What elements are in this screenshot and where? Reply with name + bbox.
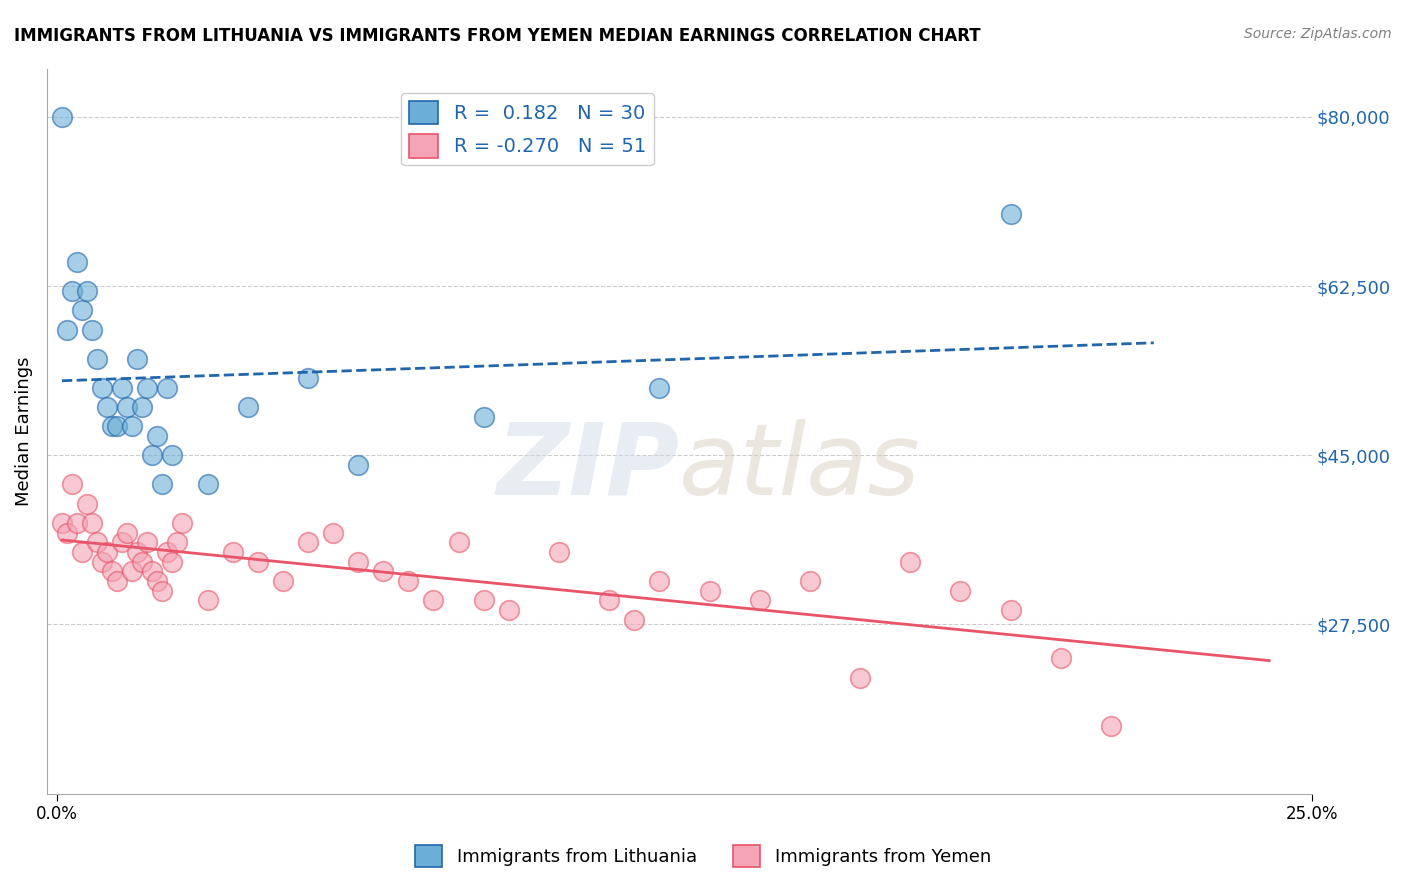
Point	[60, 477, 83, 491]
Point	[548, 545, 571, 559]
Point	[56, 525, 79, 540]
Point	[166, 535, 188, 549]
Point	[422, 593, 444, 607]
Point	[898, 555, 921, 569]
Legend: Immigrants from Lithuania, Immigrants from Yemen: Immigrants from Lithuania, Immigrants fr…	[408, 838, 998, 874]
Point	[111, 381, 134, 395]
Point	[80, 516, 103, 530]
Point	[648, 381, 671, 395]
Point	[60, 284, 83, 298]
Text: Source: ZipAtlas.com: Source: ZipAtlas.com	[1244, 27, 1392, 41]
Point	[96, 545, 118, 559]
Point	[131, 555, 153, 569]
Point	[91, 381, 114, 395]
Y-axis label: Median Earnings: Median Earnings	[15, 356, 32, 506]
Point	[849, 671, 872, 685]
Point	[197, 593, 219, 607]
Point	[396, 574, 419, 588]
Point	[66, 516, 89, 530]
Point	[150, 583, 173, 598]
Point	[56, 322, 79, 336]
Point	[101, 564, 124, 578]
Point	[121, 564, 143, 578]
Point	[105, 574, 128, 588]
Point	[598, 593, 620, 607]
Point	[648, 574, 671, 588]
Point	[86, 351, 108, 366]
Text: ZIP: ZIP	[496, 419, 679, 516]
Point	[347, 458, 370, 472]
Point	[51, 110, 73, 124]
Point	[373, 564, 395, 578]
Point	[347, 555, 370, 569]
Point	[447, 535, 470, 549]
Point	[162, 555, 184, 569]
Point	[111, 535, 134, 549]
Point	[136, 381, 159, 395]
Legend: R =  0.182   N = 30, R = -0.270   N = 51: R = 0.182 N = 30, R = -0.270 N = 51	[401, 93, 654, 166]
Point	[146, 574, 169, 588]
Point	[70, 545, 93, 559]
Point	[1000, 206, 1022, 220]
Point	[297, 371, 319, 385]
Point	[1050, 651, 1073, 665]
Point	[141, 448, 163, 462]
Point	[623, 613, 645, 627]
Point	[221, 545, 243, 559]
Point	[131, 400, 153, 414]
Point	[699, 583, 721, 598]
Point	[80, 322, 103, 336]
Point	[1099, 719, 1122, 733]
Point	[150, 477, 173, 491]
Point	[472, 409, 495, 424]
Point	[748, 593, 770, 607]
Point	[271, 574, 294, 588]
Point	[162, 448, 184, 462]
Point	[246, 555, 269, 569]
Point	[172, 516, 194, 530]
Point	[91, 555, 114, 569]
Point	[156, 381, 179, 395]
Point	[70, 303, 93, 318]
Point	[121, 419, 143, 434]
Point	[1000, 603, 1022, 617]
Point	[472, 593, 495, 607]
Point	[115, 525, 138, 540]
Point	[115, 400, 138, 414]
Point	[322, 525, 344, 540]
Point	[51, 516, 73, 530]
Point	[86, 535, 108, 549]
Point	[136, 535, 159, 549]
Point	[197, 477, 219, 491]
Point	[105, 419, 128, 434]
Point	[949, 583, 972, 598]
Point	[156, 545, 179, 559]
Point	[146, 429, 169, 443]
Point	[127, 545, 149, 559]
Point	[236, 400, 259, 414]
Point	[297, 535, 319, 549]
Point	[76, 497, 98, 511]
Point	[76, 284, 98, 298]
Point	[66, 255, 89, 269]
Point	[141, 564, 163, 578]
Point	[96, 400, 118, 414]
Text: atlas: atlas	[679, 419, 921, 516]
Point	[799, 574, 821, 588]
Point	[101, 419, 124, 434]
Point	[127, 351, 149, 366]
Text: IMMIGRANTS FROM LITHUANIA VS IMMIGRANTS FROM YEMEN MEDIAN EARNINGS CORRELATION C: IMMIGRANTS FROM LITHUANIA VS IMMIGRANTS …	[14, 27, 981, 45]
Point	[498, 603, 520, 617]
